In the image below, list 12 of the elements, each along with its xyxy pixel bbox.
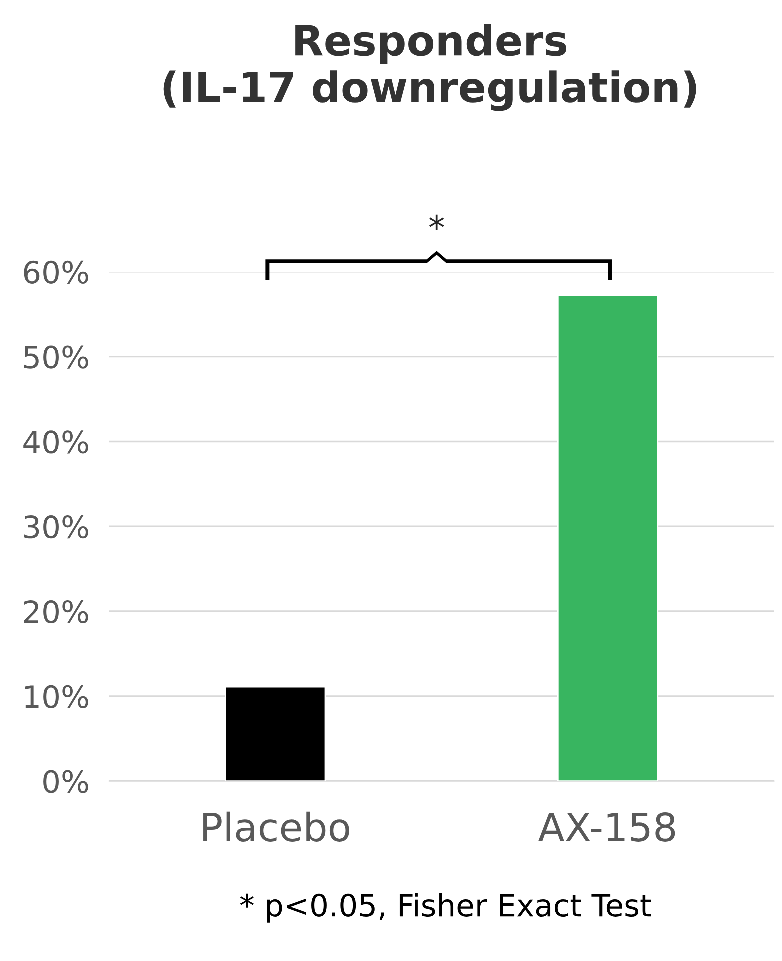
- y-tick-label: 20%: [24, 600, 88, 624]
- y-tick-label: 40%: [24, 430, 88, 454]
- x-tick-label: Placebo: [204, 812, 350, 842]
- y-tick-label: 60%: [24, 260, 88, 284]
- y-tick-label: 10%: [25, 685, 88, 708]
- chart-title: Responders (IL-17 downregulation): [164, 24, 696, 112]
- x-tick-label: AX-158: [538, 812, 676, 842]
- text: * p<0.05, Fisher Exact Test: [240, 893, 652, 923]
- text: *: [430, 214, 444, 230]
- y-tick-label: 50%: [24, 346, 88, 369]
- y-tick-label: 0%: [44, 770, 88, 794]
- y-tick-label: 30%: [24, 516, 88, 539]
